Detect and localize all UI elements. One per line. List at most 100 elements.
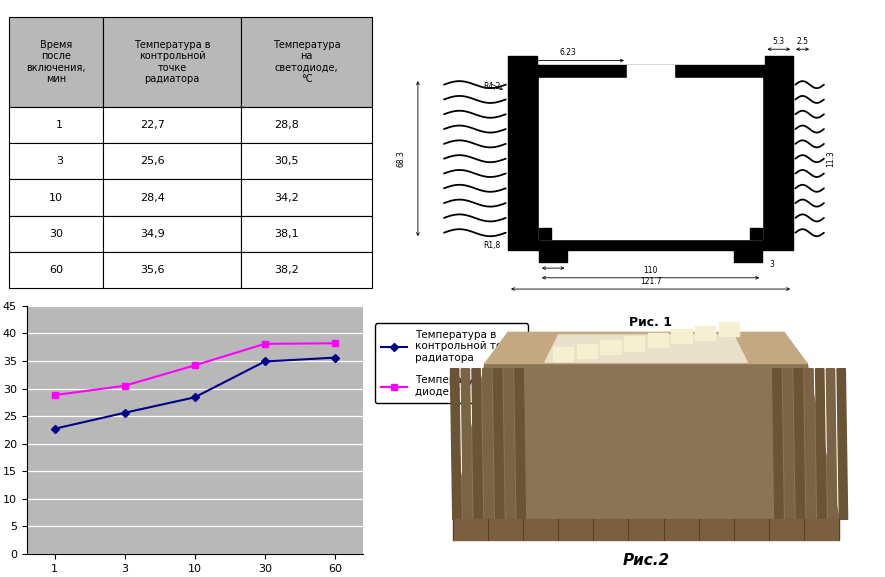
Polygon shape (450, 369, 461, 519)
Polygon shape (539, 250, 567, 262)
Polygon shape (508, 78, 539, 239)
Text: 30: 30 (50, 229, 64, 239)
Bar (241, 17, 372, 107)
Text: 34,9: 34,9 (140, 229, 165, 239)
Text: 3: 3 (769, 260, 774, 269)
Text: Рис. 1: Рис. 1 (629, 316, 672, 329)
Text: R4,2: R4,2 (483, 82, 501, 91)
Text: 6.23: 6.23 (559, 48, 576, 57)
Polygon shape (762, 78, 793, 239)
Polygon shape (672, 329, 692, 343)
Polygon shape (695, 325, 715, 340)
Bar (9, 252, 104, 288)
Polygon shape (453, 364, 839, 519)
Bar (241, 107, 372, 143)
Polygon shape (719, 322, 739, 336)
Text: 12: 12 (549, 256, 558, 265)
Polygon shape (508, 239, 793, 250)
Polygon shape (600, 340, 620, 354)
Bar (9, 179, 104, 216)
Bar (104, 179, 241, 216)
Polygon shape (482, 369, 493, 519)
Text: 6: 6 (560, 68, 566, 76)
Polygon shape (624, 336, 644, 351)
Polygon shape (837, 369, 848, 519)
Text: Температура
на
светодиоде,
°C: Температура на светодиоде, °C (273, 40, 340, 84)
Температура в
контрольной точке
радиатора (50, 425, 60, 432)
Polygon shape (453, 519, 839, 540)
Температура на
диоде, °C (329, 340, 340, 347)
Text: 38,1: 38,1 (274, 229, 299, 239)
Bar (9, 216, 104, 252)
Bar (241, 216, 372, 252)
Polygon shape (804, 369, 815, 519)
Text: 60: 60 (50, 265, 64, 275)
Text: 3: 3 (574, 241, 580, 250)
Text: 28,8: 28,8 (274, 120, 299, 130)
Legend: Температура в
контрольной точке
радиатора, Температура на
диоде, °C: Температура в контрольной точке радиатор… (374, 324, 527, 403)
Text: 2.5: 2.5 (542, 227, 552, 233)
Text: 2.5: 2.5 (796, 37, 809, 46)
Температура на
диоде, °C (189, 362, 200, 369)
Bar (241, 143, 372, 179)
Line: Температура в
контрольной точке
радиатора: Температура в контрольной точке радиатор… (52, 355, 337, 432)
Text: 22,7: 22,7 (140, 120, 165, 130)
Text: 2.5: 2.5 (767, 229, 779, 238)
Polygon shape (648, 333, 668, 347)
Polygon shape (539, 228, 550, 239)
Polygon shape (485, 332, 807, 364)
Polygon shape (508, 55, 536, 65)
Text: 68.3: 68.3 (396, 150, 405, 167)
Bar (104, 107, 241, 143)
Bar (104, 216, 241, 252)
Polygon shape (627, 65, 674, 78)
Температура в
контрольной точке
радиатора (119, 409, 130, 416)
Text: 35,6: 35,6 (141, 265, 165, 275)
Polygon shape (734, 250, 762, 262)
Polygon shape (461, 369, 472, 519)
Text: 121.7: 121.7 (640, 277, 661, 286)
Bar (9, 107, 104, 143)
Text: 11.3: 11.3 (827, 150, 835, 167)
Polygon shape (577, 343, 597, 358)
Bar (241, 252, 372, 288)
Text: 1: 1 (57, 120, 64, 130)
Температура на
диоде, °C (119, 383, 130, 389)
Polygon shape (515, 369, 526, 519)
Polygon shape (827, 369, 837, 519)
Text: 20: 20 (773, 79, 782, 88)
Polygon shape (539, 78, 762, 239)
Polygon shape (816, 369, 826, 519)
Text: R1,8: R1,8 (484, 241, 501, 250)
Polygon shape (750, 228, 762, 239)
Text: 34,2: 34,2 (274, 193, 299, 203)
Polygon shape (553, 347, 573, 361)
Polygon shape (773, 369, 783, 519)
Text: 30,5: 30,5 (274, 156, 299, 166)
Text: 28,4: 28,4 (140, 193, 165, 203)
Polygon shape (794, 369, 804, 519)
Polygon shape (783, 369, 794, 519)
Text: 25,6: 25,6 (140, 156, 165, 166)
Bar (9, 17, 104, 107)
Polygon shape (472, 369, 482, 519)
Text: Температура в
контрольной
точке
радиатора: Температура в контрольной точке радиатор… (134, 40, 211, 84)
Text: 38,2: 38,2 (274, 265, 299, 275)
Text: Рис.2: Рис.2 (622, 553, 670, 568)
Polygon shape (494, 369, 504, 519)
Text: 5.3: 5.3 (773, 37, 785, 46)
Text: 3: 3 (57, 156, 64, 166)
Text: 20: 20 (519, 79, 528, 88)
Polygon shape (504, 369, 515, 519)
Температура на
диоде, °C (50, 392, 60, 399)
Температура в
контрольной точке
радиатора (189, 394, 200, 401)
Text: 110: 110 (643, 265, 658, 275)
Bar (104, 252, 241, 288)
Bar (104, 17, 241, 107)
Text: 10: 10 (50, 193, 64, 203)
Line: Температура на
диоде, °C: Температура на диоде, °C (51, 340, 338, 399)
Температура в
контрольной точке
радиатора (259, 358, 270, 365)
Polygon shape (508, 65, 793, 78)
Bar (104, 143, 241, 179)
Температура в
контрольной точке
радиатора (329, 354, 340, 361)
